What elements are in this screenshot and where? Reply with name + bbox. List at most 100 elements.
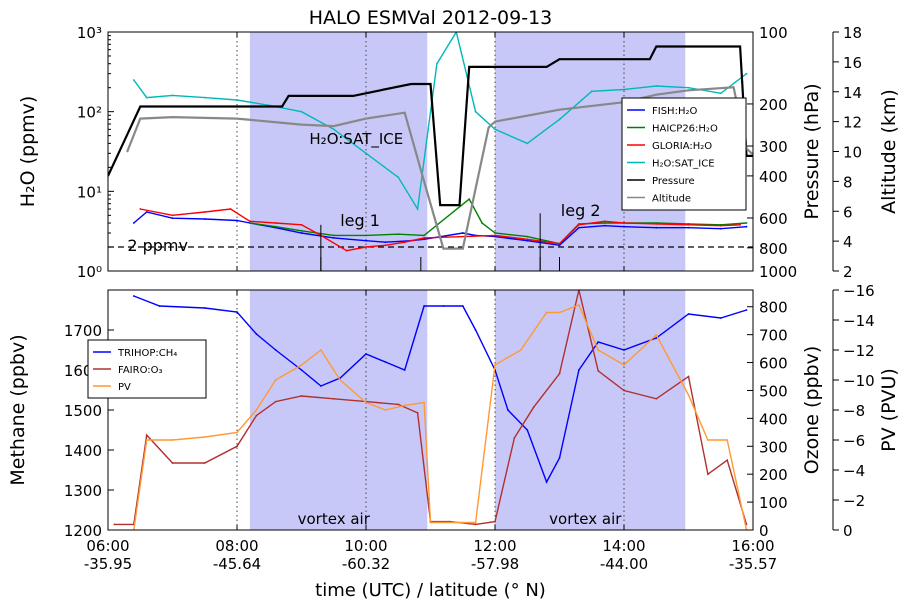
series-pv-point <box>255 409 258 411</box>
series-pressure-point <box>410 83 412 85</box>
series-pv-point <box>203 436 206 438</box>
series-fairo-o3 <box>114 290 748 526</box>
series-h2o-sat-ice-point <box>526 142 529 145</box>
y-axis-label-pv: PV (PVU) <box>878 368 900 452</box>
x-tick-label-time: 14:00 <box>602 537 645 555</box>
series-trihop-ch4-point <box>507 409 509 411</box>
series-haicp26-h2o-point <box>526 235 529 238</box>
series-pv-point <box>365 401 367 404</box>
legend-label-pressure: Pressure <box>652 176 695 187</box>
y-tick-label-pv: −14 <box>843 312 875 330</box>
legend-label-h2o-sat-ice: H₂O:SAT_ICE <box>652 159 715 170</box>
series-pressure-point <box>648 58 651 61</box>
series-trihop-ch4-point <box>558 457 561 459</box>
series-h2o-sat-ice-point <box>494 128 496 131</box>
series-pv-point <box>274 379 277 381</box>
series-haicp26-h2o-point <box>603 222 606 224</box>
x-tick-label-latitude: -60.32 <box>342 555 390 573</box>
series-pressure-point <box>494 66 496 68</box>
y-tick-label-h2o: 10¹ <box>77 183 102 201</box>
annotation-leg-2: leg 2 <box>561 201 601 220</box>
series-haicp26-h2o-point <box>365 234 367 237</box>
annotation-leg-1: leg 1 <box>340 211 380 230</box>
series-trihop-ch4-point <box>300 369 303 371</box>
series-pressure-point <box>655 45 658 48</box>
series-gloria-h2o-point <box>526 238 529 241</box>
y-tick-label-ozone: 300 <box>759 438 788 456</box>
x-tick-label-time: 06:00 <box>86 537 129 555</box>
series-gloria-h2o-point <box>345 249 348 252</box>
y-tick-label-pv: −16 <box>843 282 875 300</box>
series-pv-point <box>545 311 548 314</box>
series-gloria-h2o-point <box>203 211 206 213</box>
series-fairo-o3-point <box>558 372 561 375</box>
series-fairo-o3-point <box>113 523 116 526</box>
series-pressure-point <box>281 105 283 108</box>
series-h2o-sat-ice-point <box>436 62 438 65</box>
series-altitude-point <box>268 120 271 123</box>
series-gloria-h2o-point <box>494 234 496 237</box>
annotation-vortex-air-1: vortex air <box>298 510 371 528</box>
series-pressure-point <box>558 58 561 61</box>
series-pv-point <box>171 439 174 441</box>
series-fairo-o3-point <box>145 434 148 436</box>
series-gloria-h2o-point <box>578 223 580 226</box>
series-pv-point <box>494 364 496 366</box>
legend-label-fish-h2o: FISH:H₂O <box>652 106 697 117</box>
y-tick-label-pressure: 300 <box>759 138 788 156</box>
series-h2o-sat-ice-point <box>687 86 690 89</box>
y-tick-label-pv: −6 <box>843 432 865 450</box>
series-haicp26-h2o-point <box>332 234 335 237</box>
series-fish-h2o-point <box>132 222 135 224</box>
series-h2o-sat-ice-point <box>145 96 148 99</box>
series-haicp26-h2o-point <box>494 232 496 234</box>
y-tick-label-ozone: 500 <box>759 382 788 400</box>
series-altitude-point <box>139 117 142 120</box>
series-fairo-o3-point <box>416 411 419 414</box>
y-tick-label-ozone: 100 <box>759 494 788 512</box>
legend-label-trihop-ch4: TRIHOP:CH₄ <box>117 348 177 359</box>
legend-label-fairo-o3: FAIRO:O₃ <box>118 365 163 376</box>
series-trihop-ch4-point <box>132 295 135 297</box>
series-trihop-ch4-point <box>320 385 322 387</box>
series-fairo-o3-point <box>726 459 729 462</box>
series-pv-point <box>461 521 464 524</box>
series-fairo-o3-point <box>494 520 496 523</box>
series-pressure-point <box>439 204 442 207</box>
series-h2o-sat-ice-point <box>623 88 625 91</box>
series-gloria-h2o-point <box>655 223 658 225</box>
y-tick-label-altitude: 16 <box>843 54 862 72</box>
series-altitude-point <box>423 180 425 183</box>
y-tick-label-h2o: 10⁰ <box>77 263 102 281</box>
series-altitude-point <box>487 126 490 129</box>
series-h2o-sat-ice-point <box>365 152 367 155</box>
series-haicp26-h2o-point <box>481 222 483 224</box>
series-altitude-point <box>365 117 367 120</box>
series-gloria-h2o-point <box>274 222 277 224</box>
series-trihop-ch4-point <box>255 333 258 335</box>
series-fish-h2o-point <box>623 225 625 228</box>
series-fairo-o3-point <box>513 437 516 439</box>
series-pv-point <box>726 439 729 441</box>
y-tick-label-altitude: 12 <box>843 114 862 132</box>
series-altitude-point <box>332 125 335 127</box>
series-fish-h2o-point <box>145 211 148 213</box>
series-fairo-o3-point <box>236 445 238 448</box>
x-tick-label-latitude: -57.98 <box>471 555 519 573</box>
series-pressure-point <box>458 204 461 207</box>
series-trihop-ch4-point <box>203 307 206 309</box>
series-pv-point <box>145 439 148 441</box>
series-gloria-h2o-point <box>300 223 303 226</box>
series-pv-point <box>300 364 303 366</box>
y-tick-label-ozone: 0 <box>759 522 769 540</box>
series-pv-point <box>429 521 432 524</box>
series-fish-h2o-point <box>558 244 561 247</box>
series-altitude-point <box>558 108 561 111</box>
series-gloria-h2o-point <box>687 223 690 226</box>
series-trihop-ch4-point <box>719 317 722 319</box>
series-pv-point <box>623 364 625 366</box>
y-tick-label-pressure: 200 <box>759 96 788 114</box>
series-pv-point <box>339 379 342 381</box>
series-gloria-h2o-point <box>739 223 741 226</box>
series-pv-point <box>519 349 522 351</box>
